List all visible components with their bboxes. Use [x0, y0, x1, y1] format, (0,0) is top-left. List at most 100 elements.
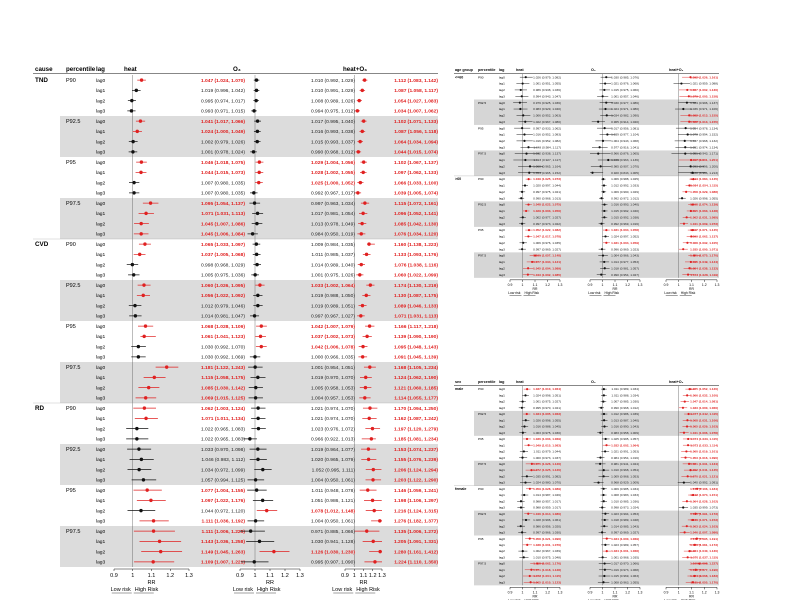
point-estimate-heat	[521, 248, 524, 251]
point-estimate-o3	[260, 498, 265, 503]
lag-label: lag3	[96, 396, 106, 402]
column-header-group: age group	[455, 68, 474, 72]
rr-label-both: 1.276 (1.182, 1.377)	[394, 519, 438, 525]
point-estimate-heat	[139, 232, 143, 236]
point-estimate-heat	[519, 506, 523, 509]
rr-label-o3: 1.126 (1.030, 1.230)	[311, 549, 355, 555]
rr-label-o3: 0.985 (0.907, 1.070)	[611, 164, 639, 168]
rr-label-o3: 1.046 (0.963, 1.136)	[611, 158, 639, 162]
rr-label-both: 1.168 (1.105, 1.234)	[394, 365, 438, 371]
lag-label: lag0	[499, 101, 505, 105]
rr-label-o3: 1.007 (0.985, 1.030)	[611, 400, 639, 404]
lag-label: lag2	[499, 474, 505, 478]
point-estimate-both	[682, 107, 685, 111]
point-estimate-both	[682, 248, 685, 251]
rr-label-heat: 1.046 (1.014, 1.080)	[533, 512, 561, 516]
rr-label-both: 1.077 (1.042, 1.115)	[690, 412, 718, 416]
rr-label-both: 1.065 (1.029, 1.103)	[690, 425, 718, 429]
column-header-lag: lag	[96, 66, 105, 73]
point-estimate-o3	[600, 197, 603, 200]
rr-label-both: 1.185 (1.081, 1.234)	[394, 437, 438, 443]
x-tick-label: 1.3	[715, 590, 720, 594]
group-label: <=60	[455, 75, 463, 79]
point-estimate-heat	[528, 171, 531, 174]
point-estimate-both	[687, 462, 691, 465]
point-estimate-both	[684, 152, 687, 155]
rr-label-heat: 1.033 (0.970, 1.098)	[201, 447, 245, 453]
point-estimate-heat	[527, 444, 530, 447]
lag-label: lag1	[96, 539, 106, 545]
rr-label-o3: 1.078 (1.012, 1.148)	[311, 508, 355, 514]
point-estimate-heat	[520, 95, 523, 98]
rr-label-o3: 0.971 (0.885, 1.066)	[311, 529, 355, 535]
point-estimate-both	[698, 562, 701, 565]
percentile-band	[474, 510, 719, 536]
rr-label-heat: 1.065 (1.033, 1.097)	[201, 242, 245, 248]
point-estimate-heat	[525, 209, 528, 213]
rr-label-both: 1.044 (1.015, 1.074)	[394, 150, 438, 156]
point-estimate-heat	[531, 260, 534, 264]
rr-label-heat: 1.058 (1.004, 1.115)	[533, 574, 561, 578]
rr-label-both: 1.097 (1.062, 1.133)	[394, 170, 438, 176]
point-estimate-o3	[605, 228, 608, 232]
point-estimate-both	[370, 498, 375, 503]
rr-label-o3: 1.001 (0.968, 1.035)	[611, 555, 639, 559]
point-estimate-o3	[605, 114, 608, 117]
point-estimate-o3	[602, 412, 606, 416]
rr-label-heat: 1.047 (1.024, 1.070)	[201, 78, 245, 84]
lag-label: lag1	[96, 416, 106, 422]
rr-label-both: 1.051 (0.974, 1.134)	[690, 145, 718, 149]
point-estimate-both	[360, 221, 364, 226]
column-header-heat: heat	[516, 68, 524, 72]
point-estimate-heat	[530, 469, 533, 472]
rr-label-both: 1.064 (1.034, 1.094)	[394, 139, 438, 145]
point-estimate-o3	[602, 469, 605, 472]
rr-label-o3: 0.984 (0.954, 1.016)	[611, 456, 639, 460]
point-estimate-heat	[136, 344, 141, 349]
point-estimate-both	[368, 283, 373, 287]
point-estimate-both	[691, 203, 694, 206]
point-estimate-both	[685, 525, 688, 528]
x-axis-title: RR	[360, 580, 368, 586]
rr-label-heat: 0.997 (0.973, 1.022)	[533, 222, 561, 226]
point-estimate-both	[360, 129, 364, 134]
lag-label: lag1	[499, 133, 505, 137]
point-estimate-heat	[137, 447, 141, 451]
point-estimate-o3	[254, 385, 258, 390]
point-estimate-both	[688, 549, 691, 553]
rr-label-both: 1.066 (1.033, 1.100)	[394, 180, 438, 186]
point-estimate-heat	[527, 146, 530, 149]
low-risk-label: Low risk	[664, 598, 677, 600]
rr-label-both: 1.133 (1.077, 1.196)	[690, 568, 718, 572]
point-estimate-both	[365, 529, 369, 533]
point-estimate-heat	[536, 562, 539, 565]
rr-label-heat: 1.030 (0.992, 1.069)	[201, 355, 245, 361]
point-estimate-o3	[598, 146, 601, 149]
point-estimate-o3	[603, 216, 606, 219]
point-estimate-o3	[602, 178, 605, 181]
point-estimate-heat	[528, 165, 532, 168]
percentile-band	[474, 252, 719, 278]
lag-label: lag2	[96, 303, 106, 309]
point-estimate-o3	[257, 170, 261, 175]
forest-panel-right-bottom: sex percentile lag heat O₃ heat+O₃ male P90 lag0…	[454, 380, 719, 600]
point-estimate-both	[358, 180, 363, 185]
rr-label-heat: 1.049 (1.025, 1.073)	[533, 177, 561, 181]
point-estimate-both	[367, 324, 372, 328]
percentile-label: P92.5	[66, 283, 80, 289]
rr-label-heat: 1.028 (0.996, 1.061)	[533, 518, 561, 522]
point-estimate-both	[358, 139, 362, 144]
point-estimate-heat	[524, 158, 527, 162]
rr-label-o3: 1.021 (0.974, 1.070)	[311, 406, 355, 412]
rr-label-both: 1.026 (0.998, 1.055)	[690, 196, 718, 200]
point-estimate-o3	[600, 248, 604, 251]
point-estimate-both	[685, 425, 689, 428]
x-tick-label: 1.2	[625, 283, 630, 287]
group-label: male	[455, 387, 463, 391]
point-estimate-both	[686, 419, 689, 422]
point-estimate-both	[368, 365, 372, 369]
rr-label-heat: 1.077 (1.004, 1.155)	[201, 488, 245, 494]
rr-label-heat: 1.022 (0.965, 1.083)	[201, 426, 245, 432]
rr-label-heat: 1.044 (1.015, 1.073)	[201, 170, 245, 176]
group-label: CVD	[35, 241, 49, 248]
